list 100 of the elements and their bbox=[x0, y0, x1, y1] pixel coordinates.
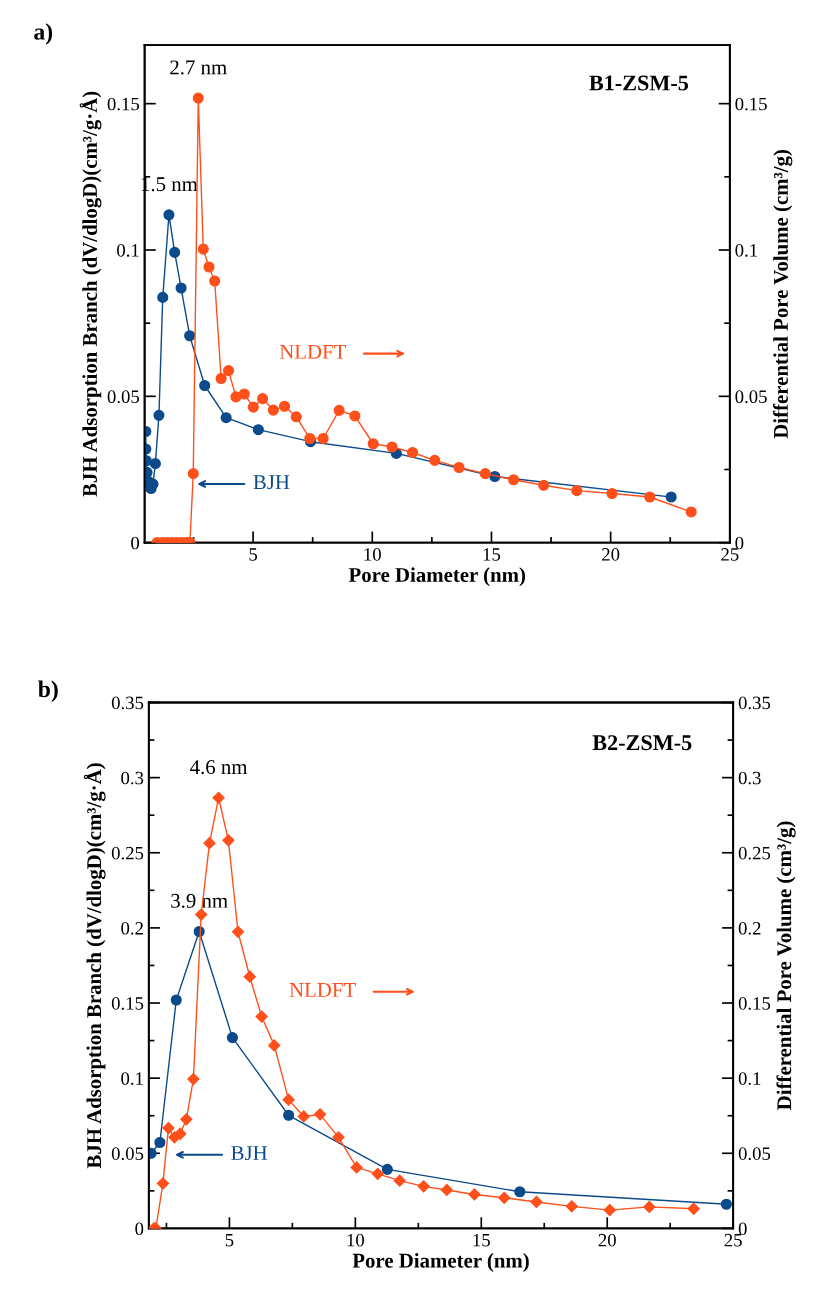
point bbox=[367, 438, 379, 450]
y-tick-label: 0.05 bbox=[107, 390, 140, 404]
point bbox=[162, 1121, 175, 1135]
series-label: NLDFT bbox=[289, 983, 356, 997]
y-tick-label: 0 bbox=[135, 1222, 144, 1236]
point bbox=[349, 410, 361, 422]
point bbox=[333, 404, 345, 416]
point bbox=[187, 1072, 200, 1086]
y2-axis-title: Differential Pore Volume (cm³/g) bbox=[776, 821, 796, 1110]
point bbox=[371, 1167, 384, 1180]
point bbox=[278, 400, 291, 412]
point bbox=[174, 1127, 187, 1140]
y-axis-title: BJH Adsorption Branch (dV/dlogD)(cm³/g·Å) bbox=[83, 763, 106, 1169]
point bbox=[247, 401, 259, 413]
point bbox=[407, 446, 419, 459]
point bbox=[429, 454, 441, 466]
point bbox=[644, 491, 656, 503]
y-tick-label: 0.2 bbox=[121, 921, 143, 935]
point bbox=[149, 458, 161, 470]
y-axis-title: BJH Adsorption Branch (dV/dlogD)(cm³/g·Å) bbox=[79, 91, 102, 497]
x-tick-label: 15 bbox=[473, 1233, 490, 1247]
x-tick-label: 25 bbox=[724, 1233, 742, 1247]
point bbox=[215, 372, 227, 385]
point bbox=[184, 330, 196, 342]
y-tick-label: 0.3 bbox=[121, 771, 144, 785]
point bbox=[393, 1174, 406, 1187]
chart-title: a) bbox=[34, 23, 53, 45]
point bbox=[571, 485, 583, 497]
y-tick-label: 0.1 bbox=[117, 244, 139, 257]
point bbox=[282, 1093, 295, 1106]
point bbox=[267, 404, 279, 416]
legend-label: BJH bbox=[253, 475, 290, 490]
y2-tick-label: 0 bbox=[738, 1222, 747, 1236]
y2-tick-label: 0 bbox=[735, 536, 744, 550]
point bbox=[530, 1195, 543, 1209]
point bbox=[479, 468, 491, 480]
point bbox=[565, 1200, 578, 1213]
point bbox=[498, 1191, 511, 1204]
point bbox=[440, 1183, 453, 1197]
x-tick-label: 15 bbox=[483, 548, 501, 561]
y-tick-label: 0.05 bbox=[111, 1147, 144, 1161]
point bbox=[304, 432, 316, 445]
y2-axis-title: Differential Pore Volume (cm³/g) bbox=[773, 150, 793, 439]
point bbox=[170, 994, 182, 1006]
point bbox=[257, 393, 269, 405]
series-label: NLDFT bbox=[279, 344, 347, 359]
point bbox=[665, 491, 677, 503]
x-tick-label: 10 bbox=[364, 548, 381, 561]
x-tick-label: 5 bbox=[249, 548, 258, 561]
point bbox=[231, 925, 245, 938]
point bbox=[268, 1039, 281, 1052]
y-tick-label: 0.25 bbox=[111, 846, 144, 860]
point bbox=[453, 461, 465, 474]
annotation: B1-ZSM-5 bbox=[589, 75, 689, 91]
point bbox=[209, 275, 221, 287]
annotation: 4.6 nm bbox=[190, 760, 248, 775]
point bbox=[468, 1188, 481, 1201]
point bbox=[156, 1177, 170, 1190]
point bbox=[643, 1200, 656, 1214]
point bbox=[222, 834, 235, 847]
point bbox=[313, 1108, 327, 1121]
point bbox=[157, 291, 169, 303]
x-tick-label: 10 bbox=[347, 1233, 365, 1247]
x-tick-label: 20 bbox=[602, 548, 620, 561]
point bbox=[317, 432, 329, 445]
point bbox=[203, 837, 216, 850]
point bbox=[153, 409, 165, 421]
annotation: B2-ZSM-5 bbox=[592, 735, 692, 751]
chart-title: b) bbox=[38, 680, 58, 702]
y2-tick-label: 0.3 bbox=[738, 771, 761, 785]
y-tick-label: 0.35 bbox=[111, 696, 144, 710]
y2-tick-label: 0.15 bbox=[738, 997, 771, 1010]
y-tick-label: 0 bbox=[131, 536, 140, 550]
point bbox=[687, 1202, 700, 1215]
point bbox=[243, 970, 256, 983]
legend-label: BJH bbox=[231, 1146, 268, 1160]
point bbox=[169, 246, 181, 258]
point bbox=[417, 1180, 430, 1193]
y-tick-label: 0.15 bbox=[111, 997, 144, 1010]
point bbox=[606, 487, 618, 500]
y-tick-label: 0.15 bbox=[107, 97, 140, 111]
x-tick-label: 25 bbox=[721, 548, 739, 561]
y2-tick-label: 0.05 bbox=[735, 390, 767, 404]
point bbox=[350, 1161, 363, 1174]
point bbox=[180, 1113, 193, 1126]
point bbox=[187, 468, 199, 480]
point bbox=[252, 424, 264, 436]
point bbox=[163, 209, 175, 221]
y-tick-label: 0.1 bbox=[121, 1072, 143, 1085]
y2-tick-label: 0.15 bbox=[735, 97, 767, 111]
point bbox=[538, 479, 550, 491]
point bbox=[297, 1110, 310, 1123]
y2-tick-label: 0.05 bbox=[738, 1147, 771, 1161]
y2-tick-label: 0.35 bbox=[738, 696, 771, 710]
point bbox=[283, 1109, 295, 1121]
point bbox=[720, 1198, 732, 1210]
x-tick-label: 5 bbox=[225, 1234, 234, 1247]
point bbox=[381, 1163, 393, 1175]
point bbox=[508, 474, 520, 486]
y2-tick-label: 0.2 bbox=[738, 921, 761, 935]
